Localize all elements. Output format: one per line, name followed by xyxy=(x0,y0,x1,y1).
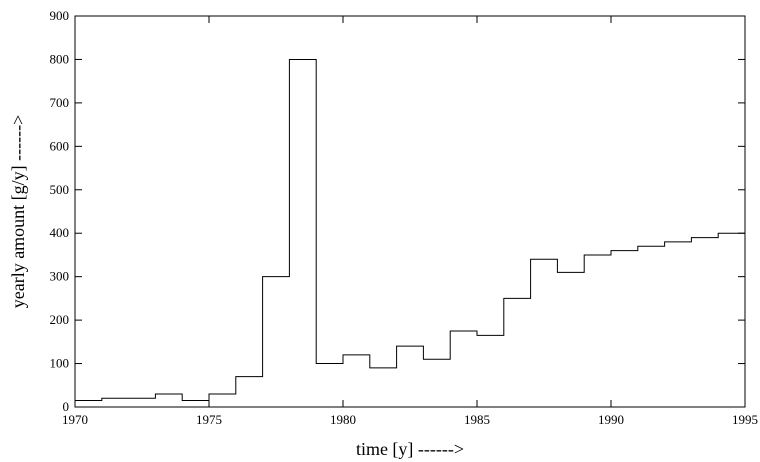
y-tick-label: 500 xyxy=(50,182,70,197)
y-tick-label: 800 xyxy=(50,51,70,66)
x-tick-label: 1985 xyxy=(464,412,490,427)
y-tick-label: 400 xyxy=(50,225,70,240)
x-tick-label: 1990 xyxy=(598,412,624,427)
y-tick-label: 900 xyxy=(50,8,70,23)
x-axis-title: time [y] ------> xyxy=(356,439,464,459)
y-tick-label: 100 xyxy=(50,356,70,371)
y-tick-label: 300 xyxy=(50,269,70,284)
x-tick-label: 1980 xyxy=(330,412,356,427)
y-tick-label: 700 xyxy=(50,95,70,110)
plot-area-frame xyxy=(74,15,746,408)
x-axis: 1970 1975 1980 1985 1990 1995 xyxy=(62,16,758,427)
x-tick-label: 1995 xyxy=(732,412,758,427)
y-axis: 0 100 200 300 400 500 600 700 800 900 xyxy=(50,8,745,414)
y-tick-label: 0 xyxy=(63,399,70,414)
x-tick-label: 1975 xyxy=(196,412,222,427)
series-step-line xyxy=(75,58,745,401)
y-tick-label: 200 xyxy=(50,312,70,327)
x-tick-label: 1970 xyxy=(62,412,88,427)
y-axis-title: yearly amount [g/y] ------> xyxy=(8,115,28,309)
y-tick-label: 600 xyxy=(50,138,70,153)
